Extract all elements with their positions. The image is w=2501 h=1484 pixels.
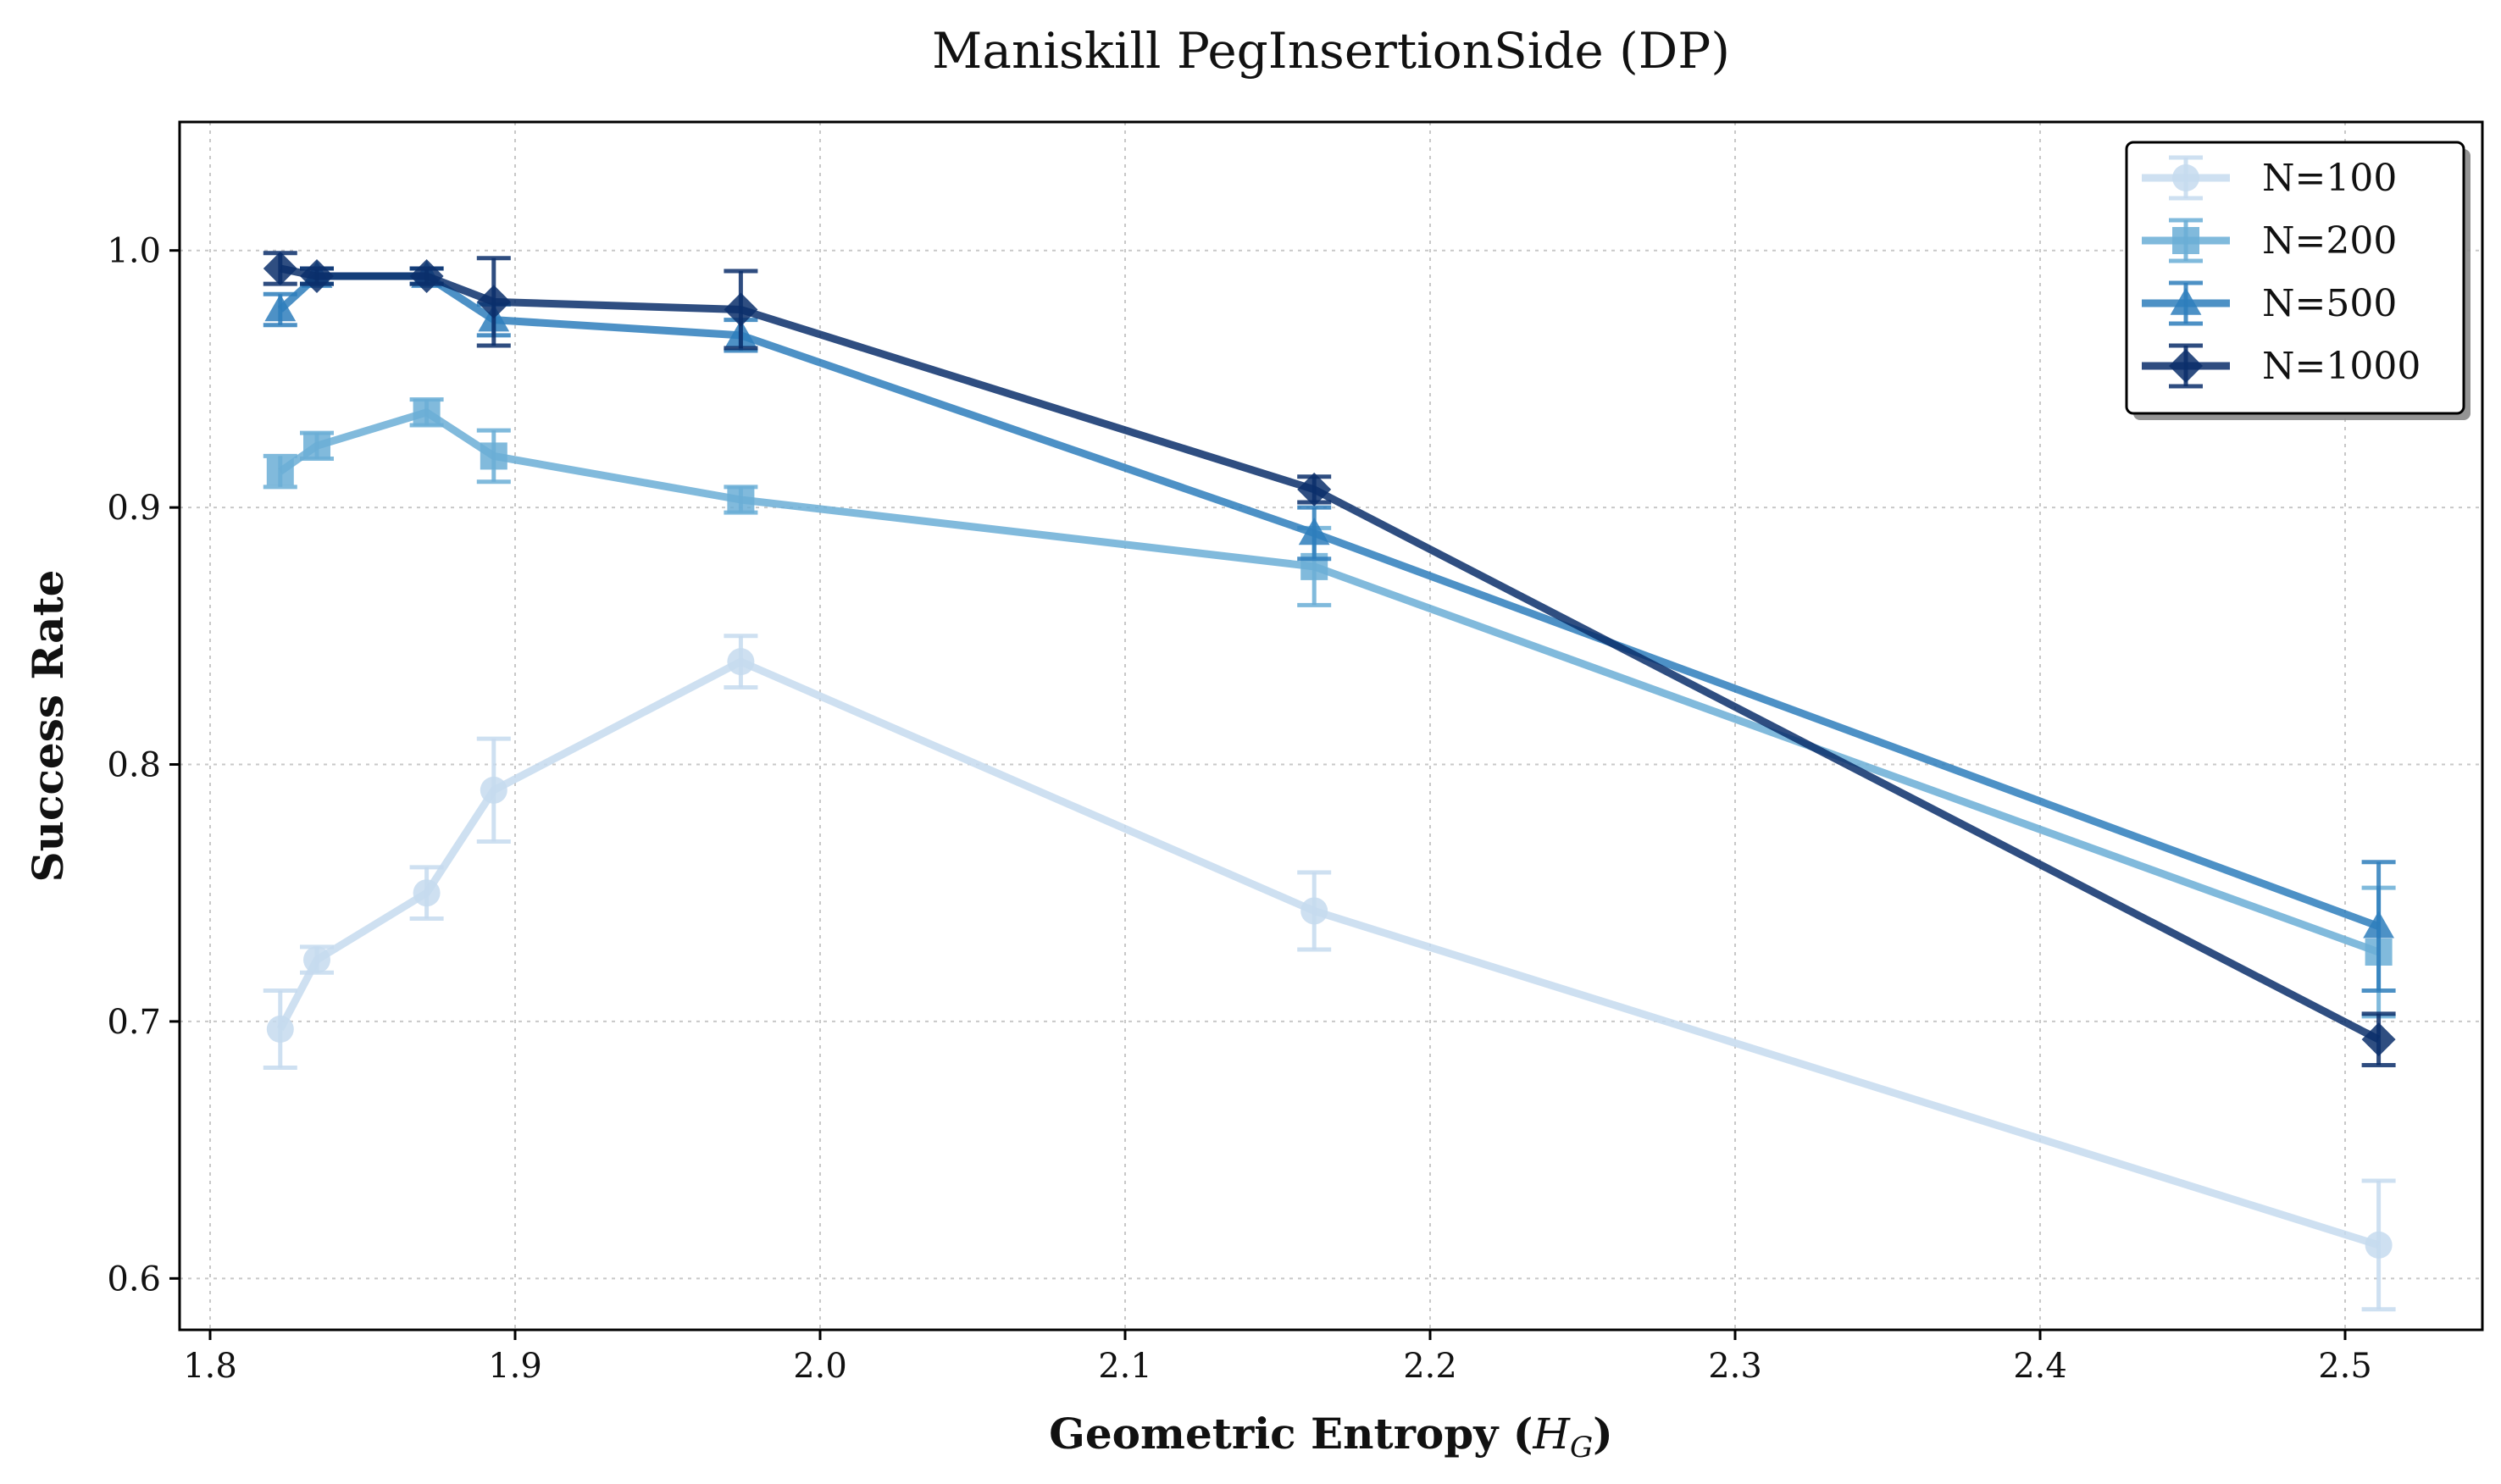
- data-point: [266, 457, 294, 485]
- data-point: [480, 442, 507, 470]
- y-tick-label: 1.0: [107, 232, 161, 271]
- x-tick-label: 2.0: [793, 1347, 847, 1386]
- plot-frame: [178, 120, 2484, 1332]
- legend: N=100 N=200 N=500 N=1000: [2125, 141, 2470, 420]
- data-point: [413, 398, 441, 426]
- data-point: [727, 648, 755, 676]
- data-point: [476, 285, 511, 319]
- data-point: [1297, 472, 1332, 507]
- data-point: [303, 946, 330, 974]
- data-point: [264, 294, 297, 322]
- chart-title: Maniskill PegInsertionSide (DP): [932, 22, 1730, 80]
- x-tick-label: 2.1: [1098, 1347, 1152, 1386]
- series-n-1000: [263, 251, 2396, 1067]
- series-n-200: [263, 397, 2396, 1019]
- legend-marker: [2172, 227, 2199, 254]
- legend-item-n-200: N=200: [2142, 218, 2397, 263]
- x-tick-label: 2.5: [2318, 1347, 2372, 1386]
- y-tick-label: 0.7: [107, 1003, 161, 1042]
- series-line-n-500: [277, 272, 2381, 930]
- series-line-n-100: [276, 657, 2380, 1249]
- legend-label: N=100: [2262, 157, 2397, 200]
- legend-box: [2125, 141, 2465, 415]
- y-axis-label: Success Rate: [23, 570, 73, 883]
- x-axis-label-subscript: G: [1570, 1431, 1593, 1465]
- legend-marker: [2172, 164, 2199, 191]
- legend-marker: [2169, 349, 2203, 383]
- series-layer: [263, 251, 2396, 1312]
- legend-item-n-500: N=500: [2142, 280, 2397, 326]
- data-point: [1300, 897, 1328, 925]
- y-tick-label: 0.6: [107, 1260, 161, 1298]
- data-point: [1298, 518, 1330, 545]
- data-point: [300, 259, 334, 294]
- legend-label: N=1000: [2262, 345, 2421, 388]
- data-point: [413, 879, 441, 907]
- data-point: [2365, 1231, 2393, 1259]
- x-axis-label-end: ): [1593, 1409, 1613, 1459]
- x-axis-label: Geometric Entropy (HG): [1049, 1409, 1613, 1465]
- series-n-100: [263, 634, 2396, 1312]
- data-point: [266, 1016, 294, 1044]
- data-point: [727, 486, 755, 514]
- x-tick-label: 1.8: [183, 1347, 237, 1386]
- x-tick-label: 2.4: [2013, 1347, 2067, 1386]
- data-point: [2363, 911, 2394, 939]
- legend-item-n-100: N=100: [2142, 155, 2397, 201]
- legend-item-n-1000: N=1000: [2142, 343, 2421, 389]
- axes-ticks: 1.8 1.9 2.0 2.1 2.2 2.3 2.4 2.5 0.6 0.7 0.8 0.9 1.0: [107, 232, 2371, 1386]
- legend-label: N=500: [2262, 282, 2397, 325]
- x-axis-label-text: Geometric Entropy (: [1049, 1409, 1533, 1459]
- data-point: [480, 776, 507, 804]
- data-point: [2361, 1022, 2396, 1057]
- x-axis-label-symbol: H: [1532, 1409, 1571, 1459]
- x-tick-label: 1.9: [488, 1347, 542, 1386]
- x-tick-label: 2.2: [1403, 1347, 1457, 1386]
- legend-label: N=200: [2262, 219, 2397, 263]
- y-tick-label: 0.9: [107, 489, 161, 528]
- legend-marker: [2170, 287, 2202, 315]
- data-point: [263, 251, 297, 285]
- y-tick-label: 0.8: [107, 746, 161, 785]
- grid: [180, 122, 2482, 1330]
- data-point: [724, 292, 758, 327]
- series-line-n-1000: [279, 264, 2381, 1044]
- data-point: [303, 432, 330, 460]
- x-tick-label: 2.3: [1708, 1347, 1762, 1386]
- data-point: [409, 259, 444, 294]
